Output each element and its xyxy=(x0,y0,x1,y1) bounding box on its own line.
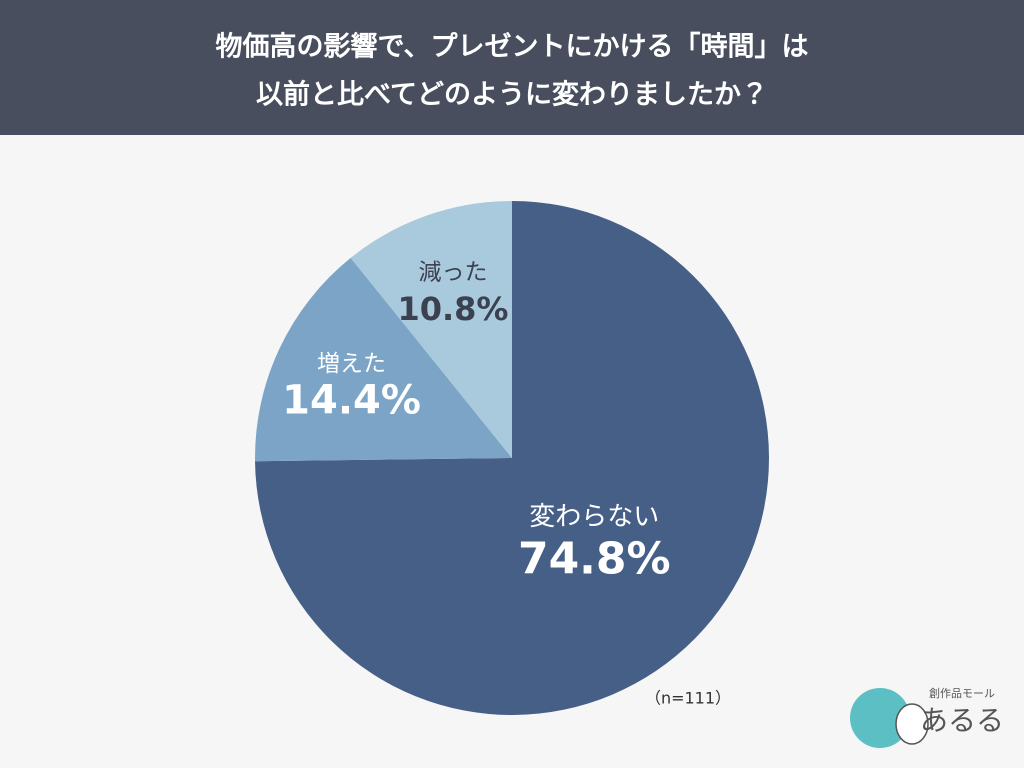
slice-category-label: 増えた xyxy=(317,351,386,377)
slice-value-label: 10.8% xyxy=(397,290,508,328)
pie-slice xyxy=(255,201,770,715)
slice-category-label: 減った xyxy=(418,259,487,285)
chart-title: 以前と比べてどのように変わりましたか？ xyxy=(256,79,768,111)
header-band xyxy=(0,0,1024,135)
pie-slice xyxy=(255,257,512,462)
pie-slice xyxy=(350,201,512,458)
chart-title: 物価高の影響で、プレゼントにかける「時間」は xyxy=(216,31,809,63)
logo-name: あるる xyxy=(920,704,1004,737)
slice-value-label: 14.4% xyxy=(282,377,421,423)
logo: 創作品モール あるる xyxy=(850,687,1004,748)
slice-category-label: 変わらない xyxy=(529,502,659,532)
slice-value-label: 74.8% xyxy=(518,533,671,584)
sample-note: （n=111） xyxy=(645,689,731,708)
logo-rabbit xyxy=(895,703,929,745)
logo-badge xyxy=(850,688,910,748)
logo-caption: 創作品モール xyxy=(929,687,995,700)
